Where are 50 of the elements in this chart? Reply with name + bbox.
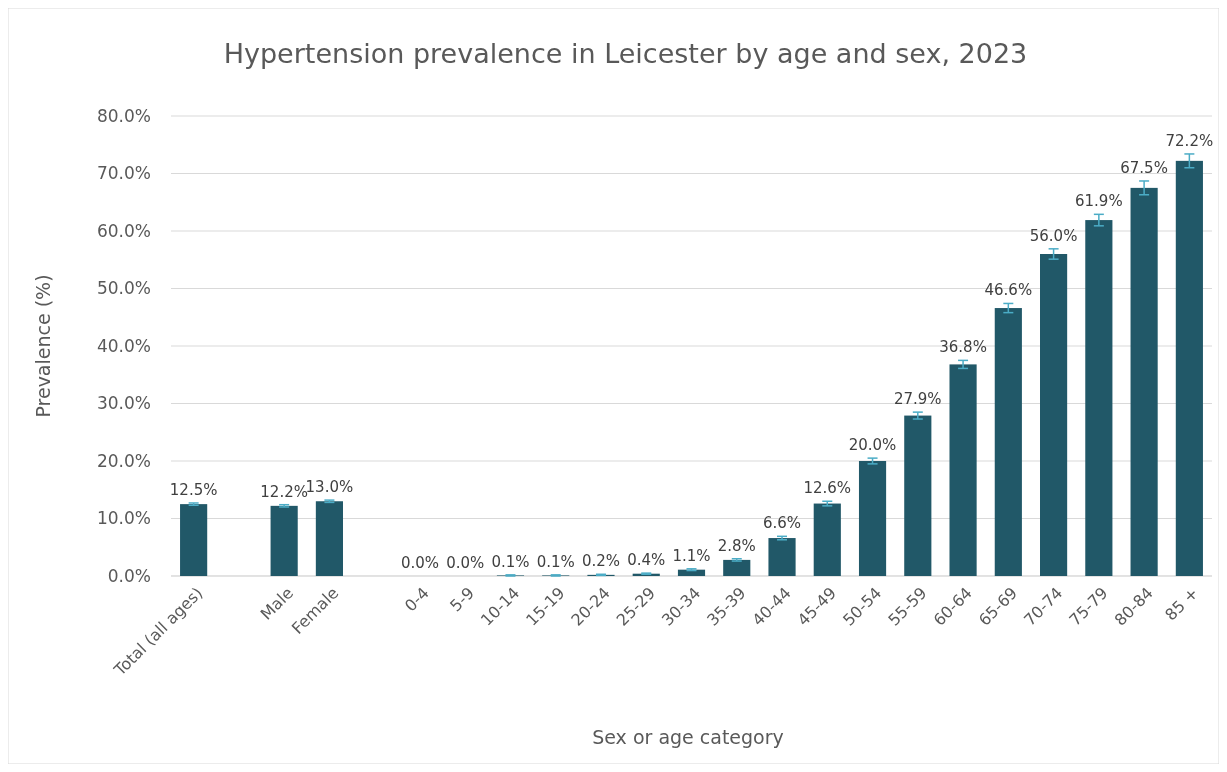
data-label: 61.9% <box>1075 192 1123 211</box>
bar <box>1130 187 1158 576</box>
bar <box>677 569 706 576</box>
bar <box>180 504 208 576</box>
data-label: 2.8% <box>717 536 756 555</box>
x-tick-label: 85 + <box>1161 583 1203 625</box>
y-tick-label: 80.0% <box>96 105 151 126</box>
data-label: 6.6% <box>762 514 802 533</box>
y-tick-label: 50.0% <box>96 278 151 299</box>
data-label: 12.6% <box>803 479 852 498</box>
bar <box>723 559 751 576</box>
data-label: 56.0% <box>1029 226 1078 245</box>
x-tick-label: 0-4 <box>400 583 433 616</box>
y-tick-label: 40.0% <box>96 335 151 356</box>
y-axis-title: Prevalence (%) <box>32 274 54 418</box>
data-label: 36.8% <box>939 338 987 357</box>
y-tick-label: 20.0% <box>96 450 151 471</box>
bar <box>1175 160 1203 576</box>
bar <box>270 505 298 576</box>
bar <box>813 503 841 576</box>
data-label: 0.1% <box>536 552 575 571</box>
data-label: 1.1% <box>672 546 711 565</box>
data-label: 0.4% <box>627 551 666 570</box>
data-label: 0.0% <box>446 554 485 572</box>
bar <box>1085 220 1113 576</box>
bar <box>768 538 796 576</box>
x-tick-label: 5-9 <box>446 583 478 616</box>
y-tick-label: 70.0% <box>96 163 151 184</box>
data-label: 46.6% <box>984 281 1033 300</box>
data-label: 0.1% <box>491 552 530 571</box>
data-label: 0.0% <box>400 554 439 572</box>
data-label: 12.2% <box>260 482 308 501</box>
x-axis-title: Sex or age category <box>592 726 784 748</box>
data-label: 67.5% <box>1120 158 1168 177</box>
data-label: 0.2% <box>581 552 621 571</box>
y-tick-label: 60.0% <box>96 220 151 241</box>
bar <box>994 308 1022 576</box>
bar <box>858 461 887 576</box>
y-tick-label: 30.0% <box>96 393 151 414</box>
y-tick-label: 0.0% <box>107 565 151 586</box>
data-label: 27.9% <box>893 390 942 409</box>
bar <box>949 364 977 576</box>
bar <box>904 415 932 576</box>
bar <box>1040 254 1068 576</box>
chart-title: Hypertension prevalence in Leicester by age and sex, 2023 <box>223 38 1028 69</box>
bar <box>315 501 343 576</box>
y-tick-label: 10.0% <box>96 508 151 529</box>
data-label: 20.0% <box>848 436 897 455</box>
data-label: 72.2% <box>1165 131 1214 150</box>
data-label: 12.5% <box>169 480 218 499</box>
